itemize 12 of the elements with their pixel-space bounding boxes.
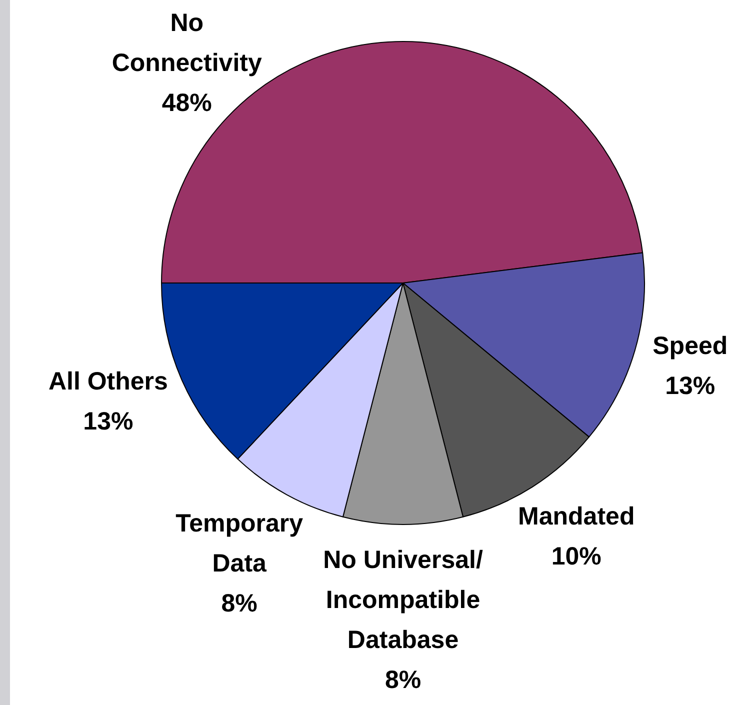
slice-label: Mandated xyxy=(518,502,635,530)
slice-label: No Connectivity xyxy=(112,8,262,77)
slice-label: All Others xyxy=(48,368,168,396)
data-label: 8% xyxy=(221,590,258,618)
slice-label: No Universal/ Incompatible Database xyxy=(323,546,483,654)
slice-label: Temporary Data xyxy=(176,510,304,578)
data-label: 10% xyxy=(551,542,602,570)
data-label: 8% xyxy=(384,666,422,694)
data-label: 13% xyxy=(665,372,716,400)
data-label: 13% xyxy=(83,408,134,436)
slice-label: Speed xyxy=(652,332,728,360)
data-label: 48% xyxy=(162,88,212,117)
